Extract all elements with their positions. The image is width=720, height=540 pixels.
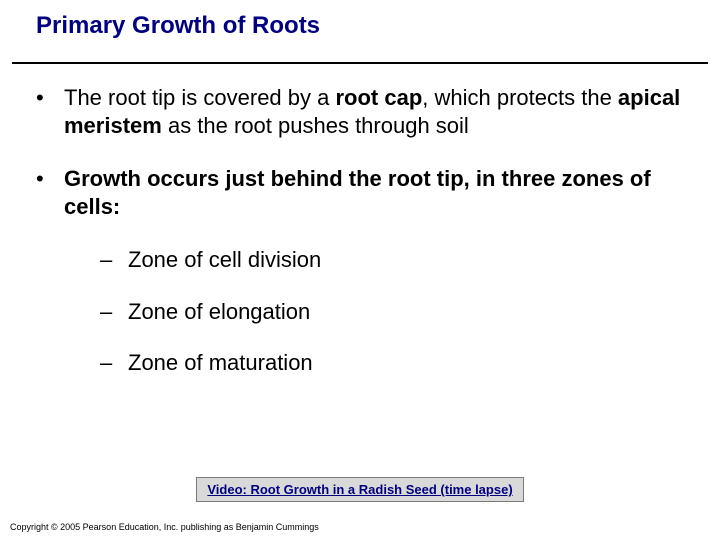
dash-mark: – — [100, 349, 128, 377]
bullet-text-1: The root tip is covered by a root cap, w… — [64, 84, 684, 139]
sub-bullet-list: – Zone of cell division – Zone of elonga… — [36, 246, 684, 377]
bullet-item: • Growth occurs just behind the root tip… — [36, 165, 684, 220]
sub-bullet-item: – Zone of elongation — [100, 298, 684, 326]
bullet-text-2: Growth occurs just behind the root tip, … — [64, 165, 684, 220]
dash-mark: – — [100, 298, 128, 326]
sub-bullet-item: – Zone of maturation — [100, 349, 684, 377]
video-link[interactable]: Video: Root Growth in a Radish Seed (tim… — [196, 477, 523, 502]
copyright-text: Copyright © 2005 Pearson Education, Inc.… — [10, 522, 319, 532]
bullet-item: • The root tip is covered by a root cap,… — [36, 84, 684, 139]
sub-bullet-text: Zone of maturation — [128, 349, 313, 377]
slide-title: Primary Growth of Roots — [0, 0, 720, 40]
sub-bullet-text: Zone of elongation — [128, 298, 310, 326]
video-link-container: Video: Root Growth in a Radish Seed (tim… — [0, 477, 720, 502]
sub-bullet-text: Zone of cell division — [128, 246, 321, 274]
bullet-mark: • — [36, 84, 64, 139]
sub-bullet-item: – Zone of cell division — [100, 246, 684, 274]
dash-mark: – — [100, 246, 128, 274]
bullet-mark: • — [36, 165, 64, 220]
slide-body: • The root tip is covered by a root cap,… — [0, 64, 720, 377]
